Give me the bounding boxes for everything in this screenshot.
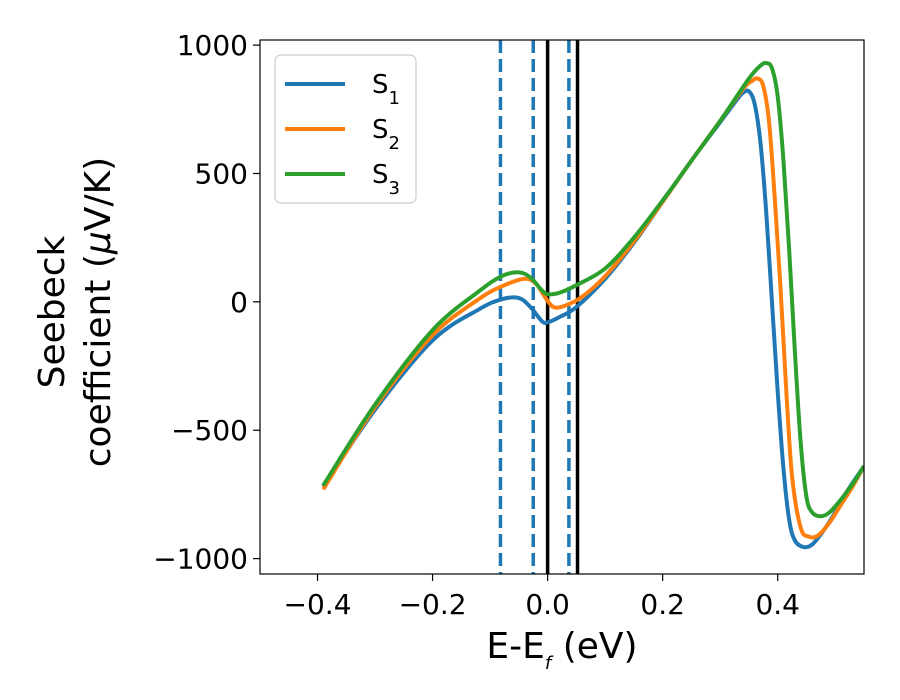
y-axis-title: Seebeck coefficient (μV/K)	[32, 157, 119, 467]
legend-label-s2: S2	[372, 115, 400, 154]
x-tick-label: 0.0	[525, 588, 570, 621]
legend-box	[274, 54, 417, 204]
y-tick-label: 1000	[177, 29, 248, 62]
vertical-markers	[498, 40, 580, 574]
y-axis-title-unit: V/K)	[78, 157, 119, 231]
x-tick-label: 0.4	[755, 588, 800, 621]
x-axis-title-main: E-E	[486, 626, 544, 667]
x-axis-ticks: −0.4 −0.2 0.0 0.2 0.4	[284, 574, 800, 621]
series-line-s3	[321, 60, 864, 519]
y-axis-title-line1: Seebeck	[32, 235, 73, 388]
y-tick-label: −1000	[153, 543, 248, 576]
y-axis-ticks: −1000 −500 0 500 1000	[153, 29, 260, 576]
legend-label-s1: S1	[372, 70, 400, 109]
x-tick-label: 0.2	[640, 588, 685, 621]
y-tick-label: 500	[195, 158, 248, 191]
x-tick-label: −0.2	[399, 588, 467, 621]
x-axis-title-unit: (eV)	[551, 626, 637, 667]
x-axis-title-sub: f	[545, 653, 554, 674]
y-axis-title-mu: μ	[78, 231, 119, 255]
x-tick-label: −0.4	[284, 588, 352, 621]
plot-frame	[259, 39, 865, 575]
legend-label-s3: S3	[372, 160, 400, 199]
y-axis-title-line2: coefficient (μV/K)	[78, 157, 119, 467]
legend: S1 S2 S3	[274, 54, 417, 204]
y-tick-label: 0	[230, 286, 248, 319]
series-layer	[321, 60, 864, 550]
y-tick-label: −500	[171, 414, 248, 447]
y-axis-title-prefix: coefficient (	[78, 254, 119, 467]
x-axis-title: E-Ef (eV)	[486, 626, 637, 674]
